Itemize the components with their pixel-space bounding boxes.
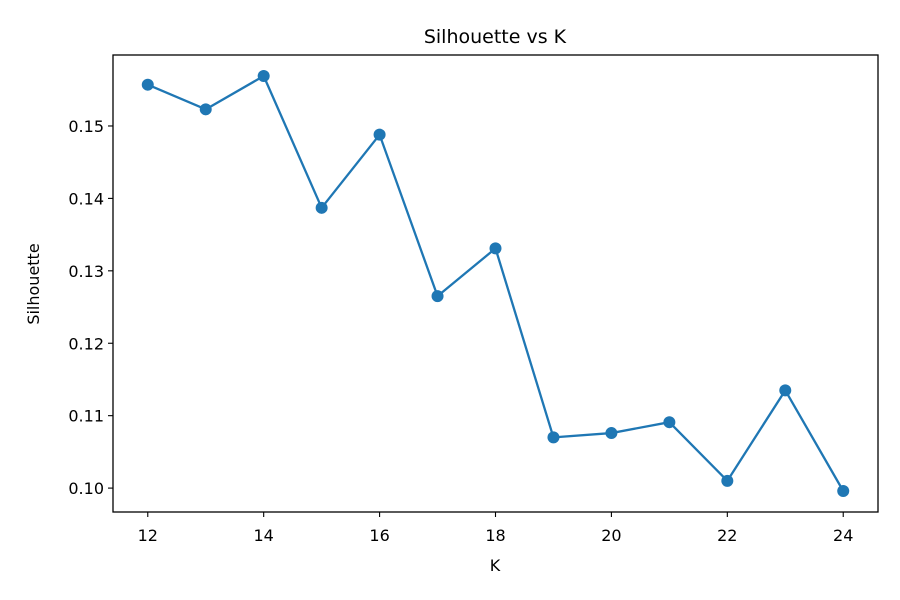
data-point — [431, 290, 444, 303]
data-point — [721, 474, 734, 487]
x-tick-label: 16 — [369, 526, 389, 545]
y-tick-label: 0.15 — [68, 117, 104, 136]
y-tick-label: 0.10 — [68, 479, 104, 498]
data-point — [663, 416, 676, 429]
plot-frame — [112, 54, 879, 513]
data-point — [605, 427, 618, 440]
data-point — [837, 484, 850, 497]
x-tick-label: 14 — [254, 526, 274, 545]
series-group — [141, 70, 850, 497]
x-axis-title: K — [490, 556, 501, 575]
y-tick-label: 0.14 — [68, 189, 104, 208]
y-tick-label: 0.11 — [68, 407, 104, 426]
chart-title: Silhouette vs K — [424, 26, 567, 48]
y-axis-ticks: 0.10 0.11 0.12 0.13 0.14 0.15 — [68, 117, 113, 498]
data-point — [141, 78, 154, 91]
data-point — [199, 103, 212, 116]
x-tick-label: 12 — [138, 526, 158, 545]
x-tick-label: 24 — [833, 526, 853, 545]
y-tick-label: 0.13 — [68, 262, 104, 281]
y-tick-label: 0.12 — [68, 334, 104, 353]
x-tick-label: 22 — [717, 526, 737, 545]
x-tick-label: 18 — [485, 526, 505, 545]
data-point — [373, 128, 386, 141]
data-point — [315, 201, 328, 214]
data-point — [779, 384, 792, 397]
x-axis-ticks: 12 14 16 18 20 22 24 — [138, 512, 853, 545]
data-point — [257, 70, 270, 83]
data-point — [489, 242, 502, 255]
x-tick-label: 20 — [601, 526, 621, 545]
data-point — [547, 431, 560, 444]
y-axis-title: Silhouette — [24, 243, 43, 324]
